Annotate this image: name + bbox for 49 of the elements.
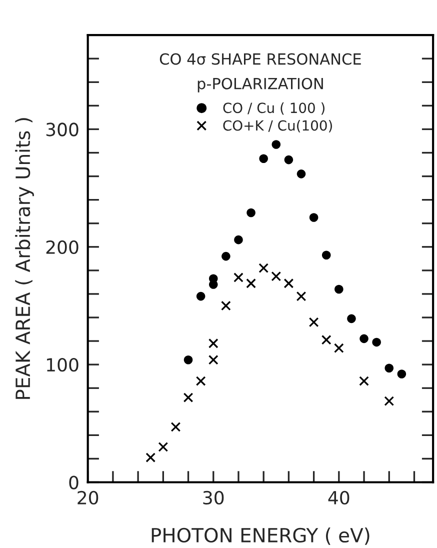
- point: [347, 314, 356, 324]
- point: [246, 278, 256, 288]
- point: [321, 334, 332, 345]
- text: p-POLARIZATION: [198, 78, 323, 92]
- y-tick-label: 300: [46, 122, 78, 136]
- point: [384, 396, 394, 406]
- point: [158, 442, 168, 452]
- point: [271, 271, 282, 282]
- point: [384, 364, 394, 372]
- point: [196, 376, 206, 386]
- point: [296, 291, 306, 302]
- point: [208, 354, 218, 365]
- y-tick-label: 0: [69, 476, 78, 490]
- point: [246, 208, 256, 218]
- point: [146, 452, 156, 462]
- point: [334, 284, 344, 294]
- point: [183, 392, 194, 402]
- point: [234, 272, 244, 282]
- point: [184, 355, 193, 364]
- point: [220, 300, 231, 311]
- legend-label: CO / Cu ( 100 ): [223, 102, 324, 115]
- x-tick-label: 20: [78, 490, 98, 505]
- point: [360, 334, 368, 344]
- point: [397, 370, 406, 378]
- point: [258, 263, 269, 274]
- point: [372, 338, 381, 347]
- point: [234, 235, 243, 244]
- point: [309, 213, 318, 222]
- text: CO 4σ SHAPE RESONANCE: [160, 53, 361, 65]
- y-axis-title: PEAK AREA ( Arbitrary Units ): [15, 118, 34, 399]
- point: [170, 422, 181, 432]
- y-tick-label: 100: [47, 358, 78, 372]
- point: [334, 343, 344, 354]
- legend-label: CO+K / Cu(100): [223, 120, 332, 132]
- x-tick-label: 30: [203, 490, 224, 505]
- point: [322, 250, 331, 260]
- point: [284, 278, 294, 288]
- x-tick-label: 40: [328, 490, 350, 505]
- point: [259, 154, 268, 164]
- y-tick-label: 200: [46, 240, 78, 254]
- point: [284, 155, 294, 164]
- x-axis-title: PHOTON ENERGY ( eV): [152, 528, 370, 545]
- point: [296, 170, 306, 178]
- point: [272, 140, 281, 149]
- point: [196, 292, 206, 301]
- point: [208, 338, 218, 348]
- point: [308, 317, 319, 328]
- point: [222, 252, 230, 261]
- point: [359, 376, 369, 386]
